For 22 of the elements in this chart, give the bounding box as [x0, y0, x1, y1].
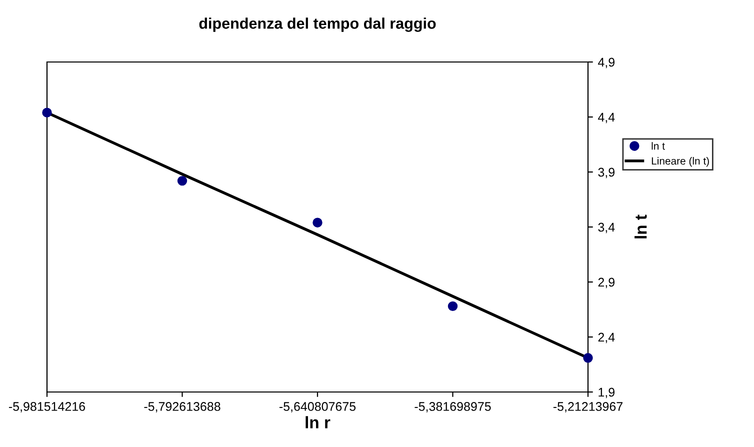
point [312, 218, 322, 228]
point [583, 353, 593, 363]
legend-label: Lineare (ln t) [652, 157, 709, 167]
y-tick-label: 3,9 [598, 168, 615, 178]
x-tick-label: -5,381698975 [414, 402, 491, 412]
y-tick-label: 2,9 [598, 278, 615, 288]
y-tick-label: 3,4 [598, 222, 615, 234]
x-axis-title: ln r [306, 416, 330, 428]
chart-title: dipendenza del tempo dal raggio [199, 18, 436, 32]
y-tick-label: 2,4 [598, 332, 615, 344]
x-tick-label: -5,640807675 [279, 402, 356, 412]
y-tick-label: 4,9 [598, 58, 615, 68]
x-tick-label: -5,981514216 [8, 402, 86, 412]
point [42, 108, 52, 118]
legend-label: ln t [652, 142, 665, 150]
point [177, 176, 188, 186]
x-tick-label: -5,21213967 [553, 402, 622, 412]
y-tick-label: 1,9 [598, 388, 615, 398]
y-axis-title: ln t [634, 214, 647, 238]
point [448, 301, 458, 312]
x-tick-label: -5,792613688 [144, 402, 220, 412]
y-tick-label: 4,4 [598, 112, 615, 124]
